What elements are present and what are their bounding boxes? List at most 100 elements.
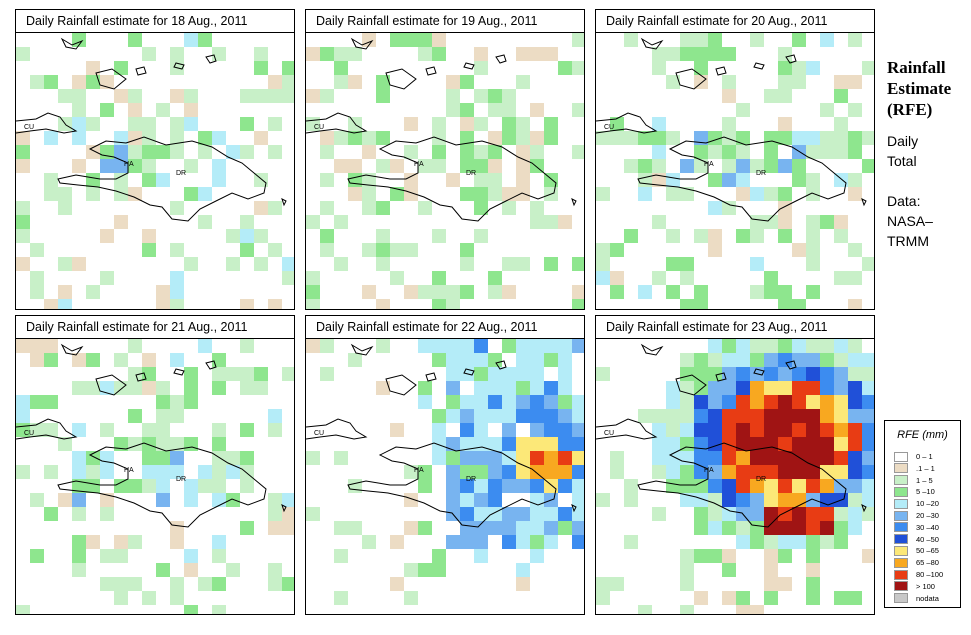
rainfall-cell [638, 131, 652, 145]
rainfall-cell [736, 173, 750, 187]
rainfall-cell [334, 257, 348, 271]
rainfall-cell [240, 451, 254, 465]
rainfall-cell [848, 145, 862, 159]
rainfall-cell [114, 131, 128, 145]
rainfall-cell [156, 423, 170, 437]
rainfall-cell [680, 479, 694, 493]
rainfall-cell [778, 353, 792, 367]
rainfall-cell [652, 271, 666, 285]
rainfall-cell [86, 187, 100, 201]
rainfall-cell [320, 339, 334, 353]
rainfall-cell [722, 75, 736, 89]
rainfall-cell [198, 215, 212, 229]
rainfall-cell [750, 381, 764, 395]
rainfall-cell [722, 423, 736, 437]
rainfall-cell [156, 285, 170, 299]
legend-swatch [894, 486, 908, 497]
rainfall-cell [170, 299, 184, 309]
legend-swatch [894, 534, 908, 545]
rainfall-cell [558, 507, 572, 521]
rainfall-cell [240, 229, 254, 243]
rainfall-cell [418, 33, 432, 47]
rainfall-cell [722, 353, 736, 367]
rainfall-cell [764, 549, 778, 563]
rainfall-cell [30, 493, 44, 507]
rainfall-cell [516, 367, 530, 381]
rainfall-cell [72, 535, 86, 549]
rainfall-cell [404, 493, 418, 507]
rainfall-cell [806, 437, 820, 451]
rainfall-cell [736, 339, 750, 353]
rainfall-cell [694, 591, 708, 605]
rainfall-cell [502, 117, 516, 131]
rainfall-cell [86, 173, 100, 187]
coastline [640, 37, 664, 50]
rainfall-cell [362, 243, 376, 257]
rainfall-cell [376, 299, 390, 309]
rainfall-cell [502, 535, 516, 549]
rainfall-cell [750, 353, 764, 367]
rainfall-cell [142, 479, 156, 493]
coastline [173, 368, 185, 376]
rainfall-cell [240, 117, 254, 131]
rainfall-cell [502, 131, 516, 145]
rainfall-cell [516, 173, 530, 187]
rainfall-cell [268, 577, 282, 591]
rainfall-cell [834, 381, 848, 395]
rainfall-cell [254, 367, 268, 381]
country-label-cuba: CU [314, 124, 324, 131]
rainfall-cell [722, 381, 736, 395]
rainfall-cell [142, 243, 156, 257]
rainfall-cell [30, 339, 44, 353]
rainfall-cell [446, 339, 460, 353]
rainfall-cell [806, 479, 820, 493]
rainfall-cell [460, 507, 474, 521]
coastline [205, 54, 217, 64]
rainfall-cell [446, 451, 460, 465]
rainfall-cell [58, 257, 72, 271]
rainfall-cell [652, 117, 666, 131]
rainfall-cell [170, 437, 184, 451]
rainfall-cell [226, 257, 240, 271]
rainfall-cell [488, 271, 502, 285]
rainfall-cell [268, 299, 282, 309]
rainfall-cell [170, 243, 184, 257]
panel-title-5: Daily Rainfall estimate for 22 Aug., 201… [305, 315, 585, 339]
rainfall-cell [460, 479, 474, 493]
rainfall-cell [212, 381, 226, 395]
rainfall-cell [418, 201, 432, 215]
rainfall-cell [558, 423, 572, 437]
rainfall-cell [502, 103, 516, 117]
rainfall-cell [474, 451, 488, 465]
panel-title-6: Daily Rainfall estimate for 23 Aug., 201… [595, 315, 875, 339]
rainfall-cell [320, 229, 334, 243]
legend-label: 30 –40 [916, 522, 939, 532]
rainfall-cell [362, 201, 376, 215]
rainfall-cell [750, 257, 764, 271]
rainfall-cell [792, 33, 806, 47]
rainfall-cell [320, 89, 334, 103]
rainfall-cell [212, 493, 226, 507]
rainfall-cell [722, 145, 736, 159]
rainfall-cell [282, 493, 294, 507]
rainfall-cell [806, 187, 820, 201]
rainfall-cell [128, 409, 142, 423]
rainfall-cell [516, 451, 530, 465]
rainfall-cell [142, 465, 156, 479]
rainfall-cell [282, 521, 294, 535]
rainfall-cell [530, 451, 544, 465]
rainfall-cell [848, 339, 862, 353]
rainfall-cell [652, 409, 666, 423]
rainfall-cell [778, 229, 792, 243]
rainfall-cell [488, 395, 502, 409]
map-svg: CU HA DR [306, 339, 584, 605]
rainfall-cell [666, 47, 680, 61]
rainfall-cell [544, 339, 558, 353]
rainfall-cell [30, 243, 44, 257]
rainfall-cell [446, 535, 460, 549]
rainfall-cell [806, 61, 820, 75]
rainfall-cell [390, 535, 404, 549]
rainfall-cell [240, 89, 254, 103]
rainfall-cell [652, 437, 666, 451]
rainfall-cell [764, 145, 778, 159]
